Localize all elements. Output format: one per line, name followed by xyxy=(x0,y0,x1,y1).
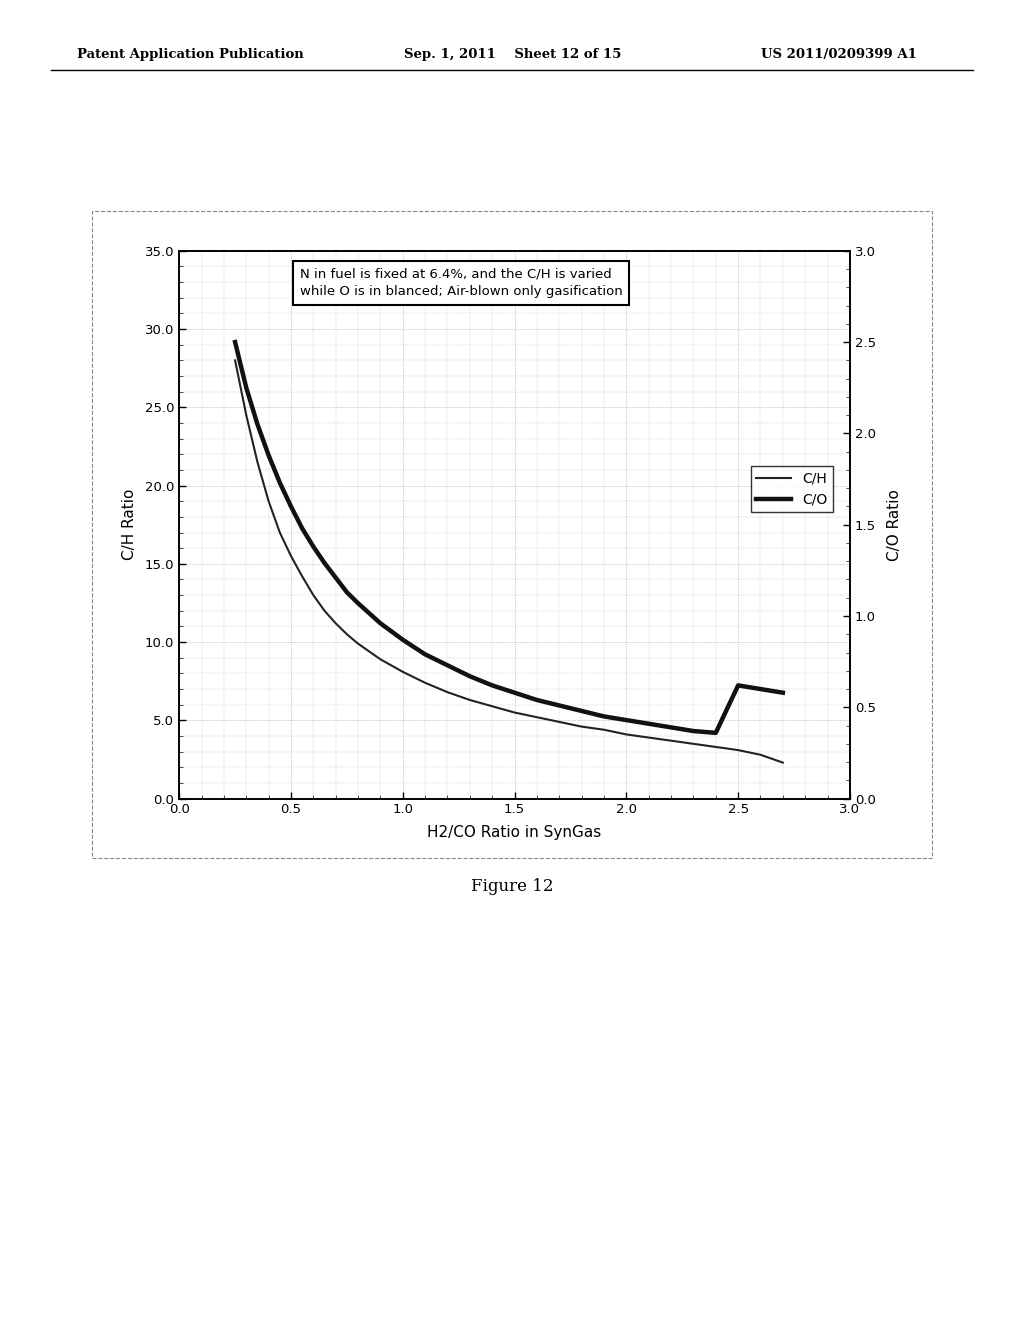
C/H xyxy=(262,494,274,510)
C/O xyxy=(262,447,274,463)
C/H xyxy=(575,718,588,734)
Text: Figure 12: Figure 12 xyxy=(471,878,553,895)
C/O xyxy=(318,556,331,572)
C/H xyxy=(776,755,788,771)
C/H xyxy=(307,587,319,603)
C/O xyxy=(229,334,242,350)
C/O xyxy=(352,595,365,611)
C/O xyxy=(240,380,252,396)
Y-axis label: C/H Ratio: C/H Ratio xyxy=(122,488,136,561)
C/H xyxy=(553,714,565,730)
C/O xyxy=(575,704,588,719)
C/H xyxy=(732,742,744,758)
Text: US 2011/0209399 A1: US 2011/0209399 A1 xyxy=(761,48,916,61)
Y-axis label: C/O Ratio: C/O Ratio xyxy=(887,488,902,561)
Line: C/H: C/H xyxy=(236,360,782,763)
C/H xyxy=(396,664,409,680)
C/O xyxy=(375,615,387,631)
C/H xyxy=(710,739,722,755)
Text: N in fuel is fixed at 6.4%, and the C/H is varied
while O is in blanced; Air-blo: N in fuel is fixed at 6.4%, and the C/H … xyxy=(300,267,623,298)
C/H xyxy=(530,709,543,725)
C/O xyxy=(307,539,319,554)
C/H xyxy=(341,627,353,643)
Text: Patent Application Publication: Patent Application Publication xyxy=(77,48,303,61)
C/O xyxy=(665,719,677,735)
Text: Sep. 1, 2011    Sheet 12 of 15: Sep. 1, 2011 Sheet 12 of 15 xyxy=(404,48,622,61)
C/O xyxy=(530,692,543,708)
C/H xyxy=(273,524,286,540)
C/H xyxy=(486,698,499,714)
C/O xyxy=(755,681,767,697)
C/H xyxy=(240,407,252,422)
C/H xyxy=(464,692,476,708)
C/H xyxy=(508,705,520,721)
C/H xyxy=(755,747,767,763)
C/O xyxy=(341,585,353,601)
Line: C/O: C/O xyxy=(236,342,782,733)
C/O xyxy=(687,723,699,739)
C/H xyxy=(229,352,242,368)
C/H xyxy=(375,651,387,667)
C/O xyxy=(732,677,744,693)
C/O xyxy=(273,475,286,491)
C/O xyxy=(621,713,633,729)
C/H xyxy=(441,684,454,700)
C/O xyxy=(419,647,431,663)
C/H xyxy=(318,603,331,619)
C/O xyxy=(296,520,308,536)
C/O xyxy=(441,657,454,673)
C/O xyxy=(776,685,788,701)
C/H xyxy=(419,675,431,690)
C/H xyxy=(621,726,633,742)
C/O xyxy=(285,499,297,515)
C/O xyxy=(598,709,610,725)
C/O xyxy=(508,685,520,701)
C/O xyxy=(553,697,565,713)
C/H xyxy=(352,636,365,652)
C/H xyxy=(285,548,297,564)
X-axis label: H2/CO Ratio in SynGas: H2/CO Ratio in SynGas xyxy=(427,825,602,840)
C/H xyxy=(251,454,263,470)
C/H xyxy=(643,730,655,746)
C/O xyxy=(710,725,722,741)
C/H xyxy=(665,733,677,748)
C/H xyxy=(598,722,610,738)
C/O xyxy=(251,416,263,432)
C/O xyxy=(643,715,655,731)
C/O xyxy=(330,570,342,586)
C/O xyxy=(486,677,499,693)
C/H xyxy=(687,737,699,752)
C/O xyxy=(396,632,409,648)
C/H xyxy=(296,569,308,585)
Legend: C/H, C/O: C/H, C/O xyxy=(751,466,833,512)
C/H xyxy=(330,615,342,631)
C/O xyxy=(464,668,476,684)
